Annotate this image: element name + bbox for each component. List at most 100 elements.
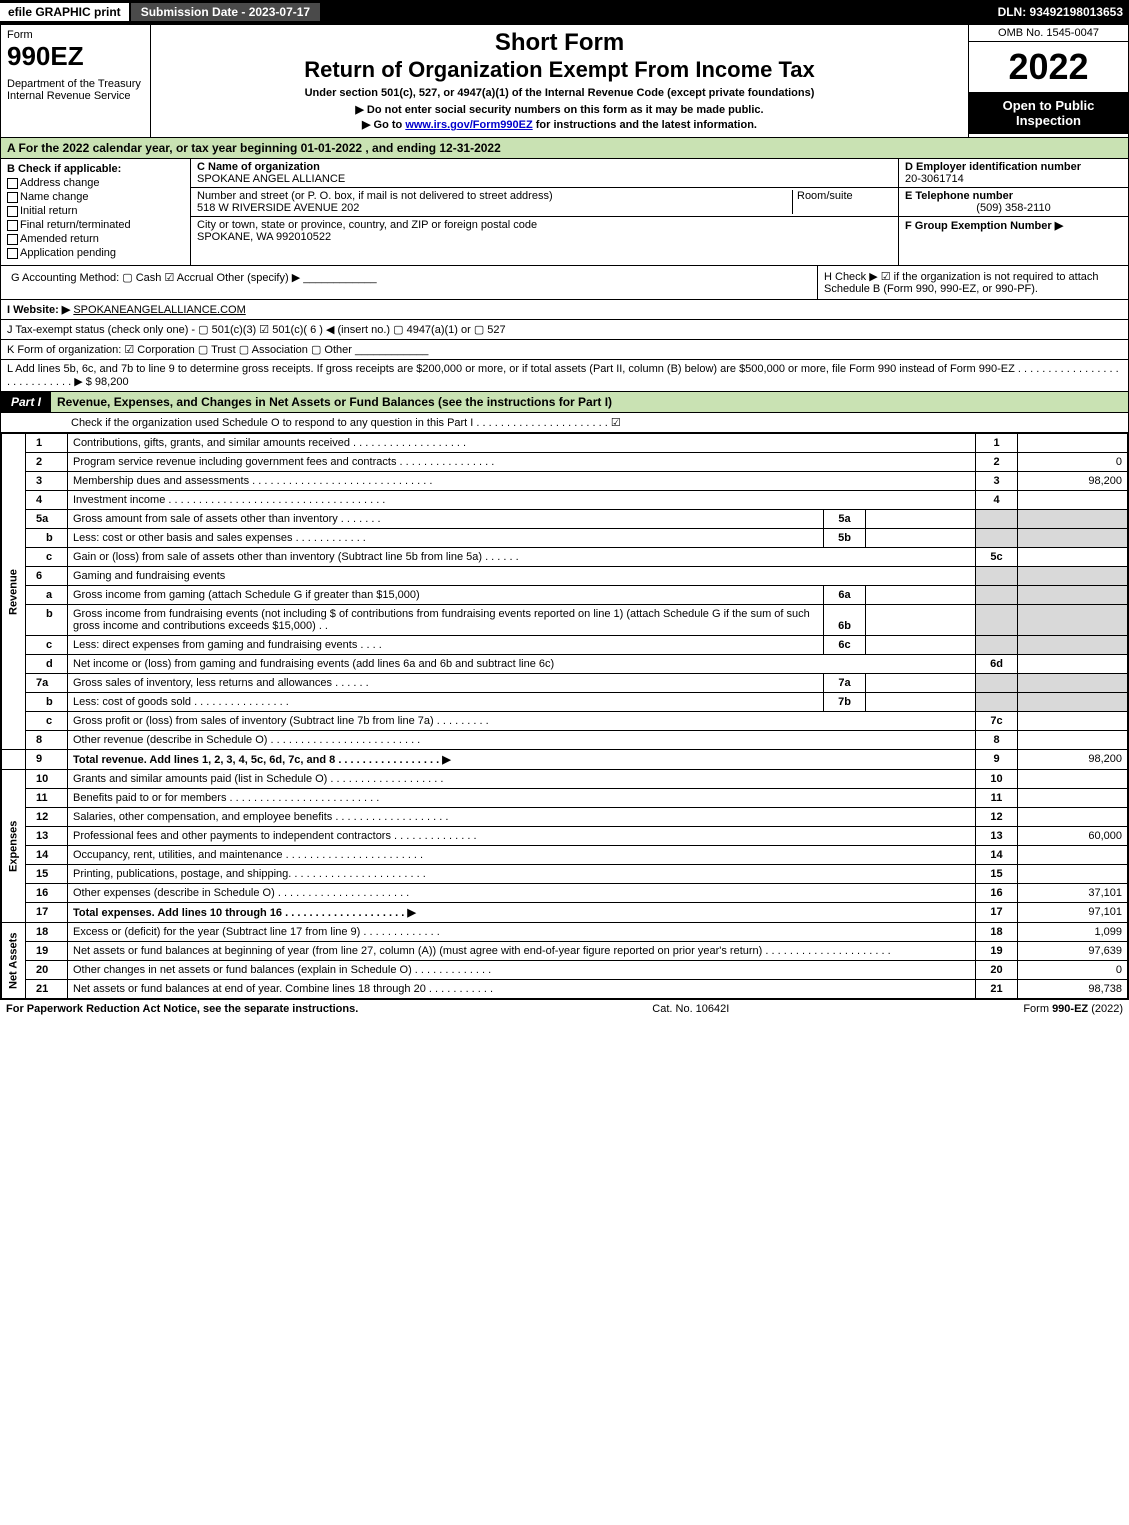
section-g: G Accounting Method: ▢ Cash ☑ Accrual Ot… [5,268,813,287]
line-no: 4 [26,491,68,510]
line-desc: Gross amount from sale of assets other t… [68,510,824,529]
line-amount: 98,200 [1018,472,1128,491]
line-desc: Gross sales of inventory, less returns a… [68,674,824,693]
chk-pending[interactable]: Application pending [7,247,184,259]
line-desc: Program service revenue including govern… [68,453,976,472]
org-addr-row: Number and street (or P. O. box, if mail… [191,188,898,217]
shade-cell [976,693,1018,712]
chk-amended[interactable]: Amended return [7,233,184,245]
table-row: bLess: cost or other basis and sales exp… [2,529,1128,548]
header-left: Form 990EZ Department of the Treasury In… [1,25,151,137]
revenue-vlabel: Revenue [2,434,26,750]
line-no: 11 [26,789,68,808]
table-row: 5aGross amount from sale of assets other… [2,510,1128,529]
line-desc: Net assets or fund balances at beginning… [68,942,976,961]
mini-amount [866,693,976,712]
shade-cell [976,529,1018,548]
chk-address[interactable]: Address change [7,177,184,189]
line-box: 21 [976,980,1018,999]
table-row: 4Investment income . . . . . . . . . . .… [2,491,1128,510]
addr-label: Number and street (or P. O. box, if mail… [197,190,792,202]
line-no: 20 [26,961,68,980]
line-box: 4 [976,491,1018,510]
line-box: 18 [976,923,1018,942]
line-box: 9 [976,750,1018,770]
table-row: 8Other revenue (describe in Schedule O) … [2,731,1128,750]
line-amount [1018,865,1128,884]
line-no: c [26,636,68,655]
mini-box: 5b [824,529,866,548]
line-no: c [26,712,68,731]
line-no: 17 [26,903,68,923]
line-desc: Gross income from fundraising events (no… [68,605,824,636]
table-row: 17Total expenses. Add lines 10 through 1… [2,903,1128,923]
form-container: Form 990EZ Department of the Treasury In… [0,24,1129,1000]
note-link: ▶ Go to www.irs.gov/Form990EZ for instru… [157,118,962,131]
chk-initial[interactable]: Initial return [7,205,184,217]
line-desc: Gross income from gaming (attach Schedul… [68,586,824,605]
website-value[interactable]: SPOKANEANGELALLIANCE.COM [73,304,245,316]
part1-title: Revenue, Expenses, and Changes in Net As… [51,392,1128,412]
line-no: 1 [26,434,68,453]
gh-row: G Accounting Method: ▢ Cash ☑ Accrual Ot… [1,266,1128,300]
org-name-row: C Name of organization SPOKANE ANGEL ALL… [191,159,898,188]
table-row: 21Net assets or fund balances at end of … [2,980,1128,999]
line-amount [1018,789,1128,808]
line-desc: Less: direct expenses from gaming and fu… [68,636,824,655]
line-no: 8 [26,731,68,750]
line-desc: Printing, publications, postage, and shi… [68,865,976,884]
footer-formref: Form 990-EZ (2022) [1023,1003,1123,1015]
part1-header: Part I Revenue, Expenses, and Changes in… [1,392,1128,413]
table-row: 12Salaries, other compensation, and empl… [2,808,1128,827]
line-no: d [26,655,68,674]
line-no: 14 [26,846,68,865]
line-desc: Total expenses. Add lines 10 through 16 … [68,903,976,923]
chk-name[interactable]: Name change [7,191,184,203]
line-desc: Occupancy, rent, utilities, and maintena… [68,846,976,865]
irs-link[interactable]: www.irs.gov/Form990EZ [405,119,532,131]
mini-amount [866,586,976,605]
table-row: 15Printing, publications, postage, and s… [2,865,1128,884]
line-amount: 97,101 [1018,903,1128,923]
line-desc: Other expenses (describe in Schedule O) … [68,884,976,903]
period-row: A For the 2022 calendar year, or tax yea… [1,138,1128,159]
line-box: 1 [976,434,1018,453]
line-box: 16 [976,884,1018,903]
shade-cell [1018,674,1128,693]
org-address: 518 W RIVERSIDE AVENUE 202 [197,202,792,214]
table-row: 3Membership dues and assessments . . . .… [2,472,1128,491]
table-row: 14Occupancy, rent, utilities, and mainte… [2,846,1128,865]
org-name: SPOKANE ANGEL ALLIANCE [197,173,892,185]
line-no: 7a [26,674,68,693]
line-box: 10 [976,770,1018,789]
line-box: 17 [976,903,1018,923]
main-table: Revenue 1 Contributions, gifts, grants, … [1,433,1128,999]
expenses-vlabel: Expenses [2,770,26,923]
line-amount [1018,434,1128,453]
line-box: 20 [976,961,1018,980]
table-row: bGross income from fundraising events (n… [2,605,1128,636]
table-row: Revenue 1 Contributions, gifts, grants, … [2,434,1128,453]
table-row: 6Gaming and fundraising events [2,567,1128,586]
part1-tab: Part I [1,392,51,412]
netassets-vlabel: Net Assets [2,923,26,999]
line-box: 6d [976,655,1018,674]
line-desc: Other changes in net assets or fund bala… [68,961,976,980]
line-box: 15 [976,865,1018,884]
note-pre: ▶ Go to [362,119,405,131]
efile-label[interactable]: efile GRAPHIC print [0,3,129,21]
shade-cell [976,605,1018,636]
header-right: OMB No. 1545-0047 2022 Open to Public In… [968,25,1128,137]
c-name-label: C Name of organization [197,161,892,173]
mini-box: 6a [824,586,866,605]
table-row: cLess: direct expenses from gaming and f… [2,636,1128,655]
chk-final[interactable]: Final return/terminated [7,219,184,231]
line-box: 5c [976,548,1018,567]
website-label: I Website: ▶ [7,304,70,316]
line-no: 19 [26,942,68,961]
line-amount [1018,808,1128,827]
mini-box: 7b [824,693,866,712]
mini-amount [866,529,976,548]
line-desc: Excess or (deficit) for the year (Subtra… [68,923,976,942]
dln: DLN: 93492198013653 [998,5,1129,19]
